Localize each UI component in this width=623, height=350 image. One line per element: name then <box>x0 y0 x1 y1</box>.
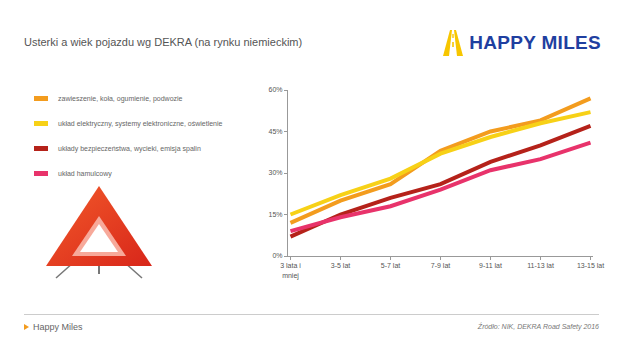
html-text:zawieszenie, koła, ogumienie,: zawieszenie, koła, ogumienie, podwozie <box>58 95 183 102</box>
svg-text:5-7 lat: 5-7 lat <box>381 262 401 269</box>
svg-text:45%: 45% <box>269 128 283 135</box>
svg-text:3-5 lat: 3-5 lat <box>331 262 351 269</box>
html-text:HAPPY MILES: HAPPY MILES <box>469 32 601 53</box>
svg-text:0%: 0% <box>272 252 282 259</box>
svg-text:3 lata imniej: 3 lata imniej <box>280 262 301 279</box>
svg-text:30%: 30% <box>269 169 283 176</box>
html-text:Źródło: NIK, DEKRA Road Safety: Źródło: NIK, DEKRA Road Safety 2016 <box>477 323 599 330</box>
html-text:Usterki a wiek pojazdu wg DEKR: Usterki a wiek pojazdu wg DEKRA (na rynk… <box>24 36 303 48</box>
html-text:układ hamulcowy: układ hamulcowy <box>58 170 112 177</box>
svg-text:60%: 60% <box>269 86 283 93</box>
svg-text:7-9 lat: 7-9 lat <box>431 262 451 269</box>
svg-text:15%: 15% <box>269 211 283 218</box>
html-text:Happy Miles: Happy Miles <box>33 322 83 332</box>
svg-text:11-13 lat: 11-13 lat <box>527 262 554 269</box>
svg-text:13-15 lat: 13-15 lat <box>577 262 604 269</box>
svg-text:9-11 lat: 9-11 lat <box>479 262 502 269</box>
html-text:układy bezpieczeństwa, wycieki: układy bezpieczeństwa, wycieki, emisja s… <box>58 145 201 152</box>
html-text:układ elektryczny, systemy ele: układ elektryczny, systemy elektroniczne… <box>58 120 223 127</box>
